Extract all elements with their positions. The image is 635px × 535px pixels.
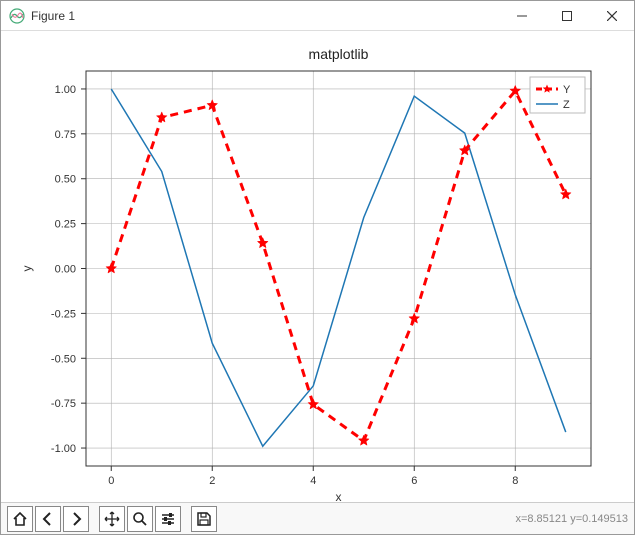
back-icon [40,511,56,527]
xtick-label: 2 [209,475,215,487]
xtick-label: 0 [108,475,114,487]
minimize-icon [517,11,527,21]
chart-area: 0 2 4 6 8 -1.00 -0.75 -0.50 -0.25 0.00 0.25 0.50 0.7… [1,31,634,502]
chart-title: matplotlib [309,46,369,62]
zoom-icon [132,511,148,527]
xtick-label: 8 [512,475,518,487]
window-controls [499,1,634,30]
ytick-label: 0.00 [55,264,76,276]
save-icon [196,511,212,527]
pan-icon [104,511,120,527]
home-button[interactable] [7,506,33,532]
legend-label-Y: Y [563,84,571,96]
y-axis-label: y [20,266,34,272]
ytick-label: 0.75 [55,129,76,141]
save-button[interactable] [191,506,217,532]
xtick-label: 4 [310,475,316,487]
nav-toolbar: x=8.85121 y=0.149513 [1,502,634,534]
ytick-label: 0.50 [55,174,76,186]
minimize-button[interactable] [499,1,544,30]
ytick-label: -0.25 [51,308,76,320]
window-title: Figure 1 [31,9,75,23]
x-axis-label: x [336,490,342,502]
ytick-label: 0.25 [55,219,76,231]
ytick-label: 1.00 [55,84,76,96]
forward-icon [68,511,84,527]
toolbar-buttons [7,506,217,532]
ytick-label: -0.75 [51,398,76,410]
title-bar-left: Figure 1 [9,8,75,24]
config-button[interactable] [155,506,181,532]
zoom-button[interactable] [127,506,153,532]
pan-button[interactable] [99,506,125,532]
back-button[interactable] [35,506,61,532]
legend-box [530,77,585,113]
ytick-label: -1.00 [51,443,76,455]
figure-window: Figure 1 0 2 4 6 8 -1.00 -0.75 -0.50 -0.25 0.00 0.… [0,0,635,535]
maximize-icon [562,11,572,21]
ytick-label: -0.50 [51,353,76,365]
maximize-button[interactable] [544,1,589,30]
coord-readout: x=8.85121 y=0.149513 [515,513,628,525]
forward-button[interactable] [63,506,89,532]
legend-label-Z: Z [563,99,570,111]
close-icon [607,11,617,21]
home-icon [12,511,28,527]
title-bar: Figure 1 [1,1,634,31]
sliders-icon [160,511,176,527]
close-button[interactable] [589,1,634,30]
xtick-label: 6 [411,475,417,487]
app-icon [9,8,25,24]
plot-canvas: 0 2 4 6 8 -1.00 -0.75 -0.50 -0.25 0.00 0.25 0.50 0.7… [1,31,634,502]
